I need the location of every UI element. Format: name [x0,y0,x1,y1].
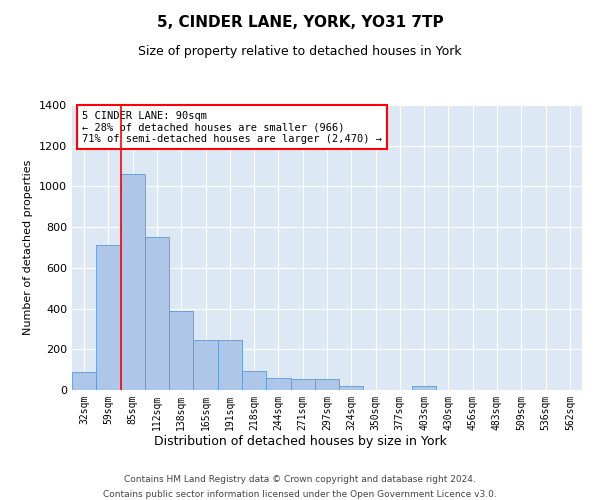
Text: 5 CINDER LANE: 90sqm
← 28% of detached houses are smaller (966)
71% of semi-deta: 5 CINDER LANE: 90sqm ← 28% of detached h… [82,110,382,144]
Bar [290,379,315,390]
Bar [242,370,266,390]
Bar [218,340,242,390]
Bar [412,386,436,390]
Bar [315,379,339,390]
Bar [266,378,290,390]
Bar [145,238,169,390]
Text: Distribution of detached houses by size in York: Distribution of detached houses by size … [154,435,446,448]
Text: Contains HM Land Registry data © Crown copyright and database right 2024.: Contains HM Land Registry data © Crown c… [124,475,476,484]
Bar [339,386,364,390]
Bar [121,174,145,390]
Text: Size of property relative to detached houses in York: Size of property relative to detached ho… [138,45,462,58]
Bar [72,372,96,390]
Y-axis label: Number of detached properties: Number of detached properties [23,160,34,335]
Text: 5, CINDER LANE, YORK, YO31 7TP: 5, CINDER LANE, YORK, YO31 7TP [157,15,443,30]
Bar [169,310,193,390]
Bar [193,340,218,390]
Bar [96,246,121,390]
Text: Contains public sector information licensed under the Open Government Licence v3: Contains public sector information licen… [103,490,497,499]
